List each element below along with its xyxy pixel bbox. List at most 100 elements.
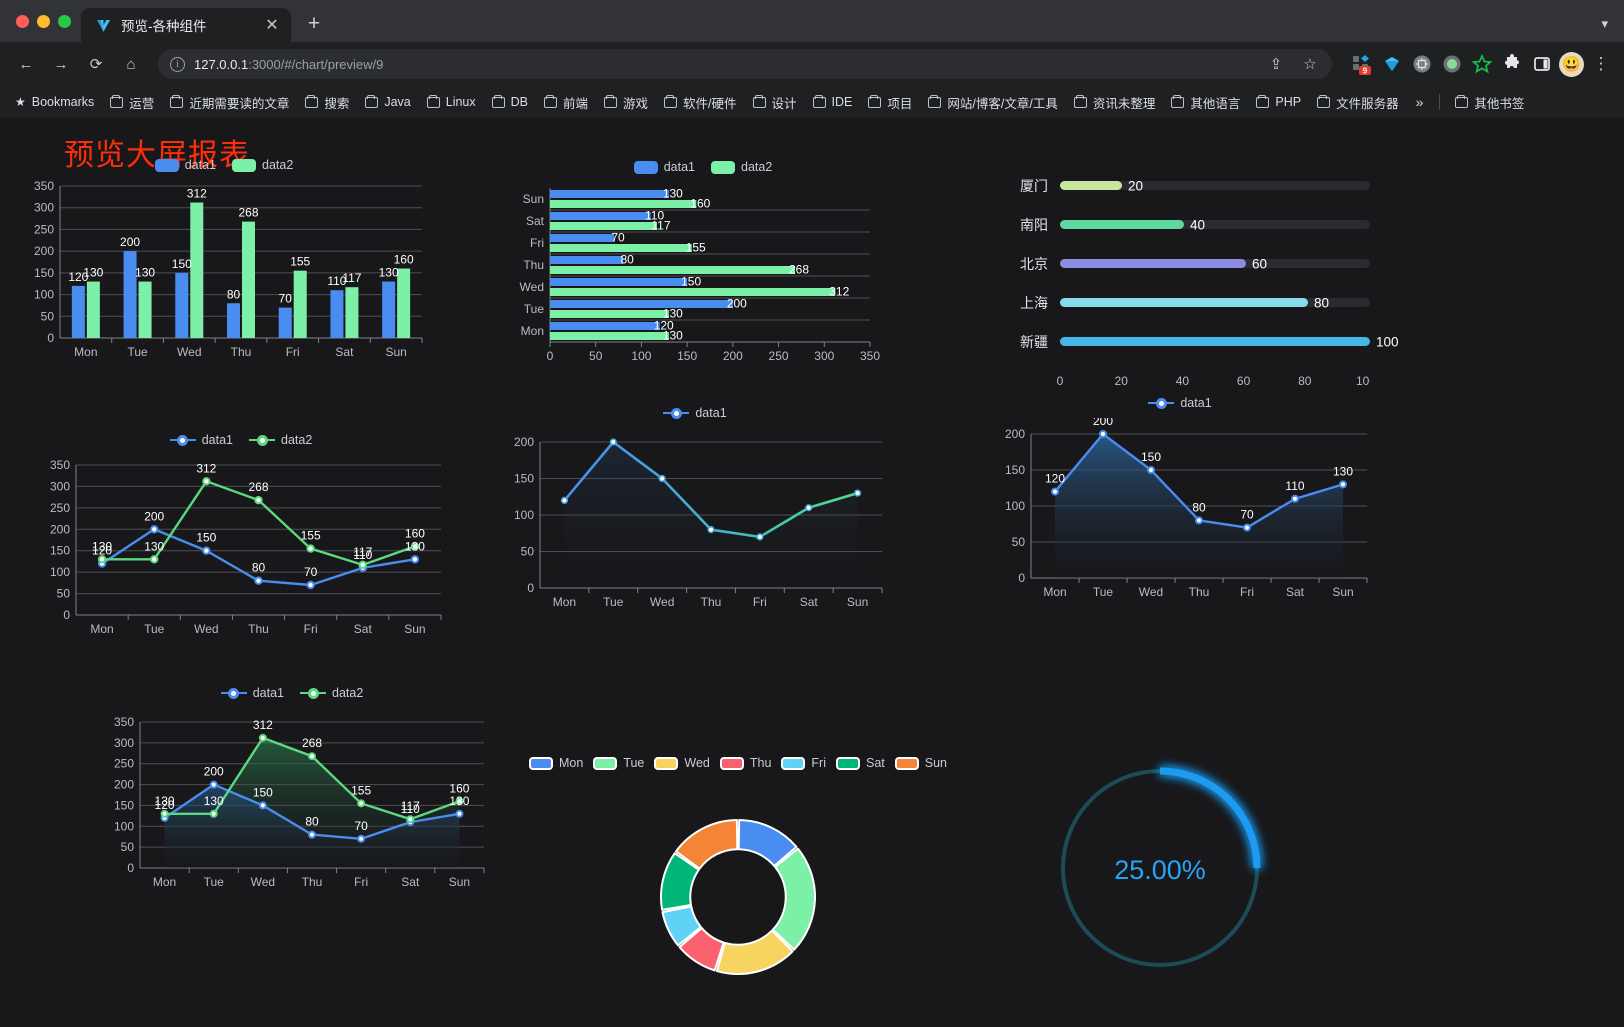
- bookmark-folder-11[interactable]: 项目: [861, 89, 919, 116]
- legend-item-wed[interactable]: Wed: [654, 756, 710, 770]
- share-icon[interactable]: ⇪: [1269, 56, 1283, 73]
- bookmark-folder-15[interactable]: PHP: [1249, 91, 1308, 113]
- browser-tab[interactable]: 预览-各种组件 ✕: [81, 8, 291, 42]
- bookmark-folder-1[interactable]: 近期需要读的文章: [163, 89, 296, 116]
- bookmark-folder-9[interactable]: 设计: [746, 89, 804, 116]
- bookmark-folder-2[interactable]: 搜索: [298, 89, 356, 116]
- pie-slice-fri[interactable]: [661, 905, 702, 947]
- svg-text:40: 40: [1176, 374, 1190, 388]
- gauge-value-label: 25.00%: [1114, 855, 1206, 885]
- line-chart-gradient: data1 0 50 100 150 200 Mon Tue Wed Thu Fri: [500, 406, 890, 623]
- legend-item-data1[interactable]: data1: [663, 406, 727, 420]
- progress-track[interactable]: 40: [1060, 217, 1370, 232]
- legend-item-data2[interactable]: data2: [249, 433, 312, 447]
- legend-item-data1[interactable]: data1: [221, 686, 284, 700]
- horizontal-bar-plot[interactable]: 1201302001301503128026870155110117130160…: [508, 182, 898, 370]
- bookmark-folder-6[interactable]: 前端: [537, 89, 595, 116]
- close-window-button[interactable]: [16, 14, 29, 28]
- svg-text:Sat: Sat: [354, 622, 373, 636]
- legend-item-thu[interactable]: Thu: [719, 756, 771, 770]
- bookmark-folder-13[interactable]: 资讯未整理: [1067, 89, 1163, 116]
- bookmark-label: 前端: [563, 96, 589, 111]
- legend-item-data2[interactable]: data2: [711, 160, 772, 174]
- legend-line-marker: [170, 434, 196, 447]
- bookmark-folder-0[interactable]: 运营: [103, 89, 161, 116]
- progress-track[interactable]: 100: [1060, 334, 1399, 349]
- legend-label: Tue: [623, 756, 645, 770]
- bookmarks-overflow-button[interactable]: »: [1415, 94, 1424, 110]
- gear-circle-icon[interactable]: [1409, 51, 1435, 77]
- progress-track[interactable]: 60: [1060, 256, 1370, 271]
- new-tab-button[interactable]: +: [307, 12, 321, 35]
- minimize-window-button[interactable]: [37, 14, 50, 28]
- bookmark-label: IDE: [831, 95, 853, 109]
- pie-slice-wed[interactable]: [715, 929, 794, 975]
- svg-text:Thu: Thu: [231, 345, 252, 359]
- site-info-icon[interactable]: i: [170, 56, 185, 72]
- legend-item-sat[interactable]: Sat: [836, 756, 885, 770]
- pie-slice-mon[interactable]: [737, 819, 798, 867]
- pie-slice-thu[interactable]: [678, 927, 725, 972]
- bookmark-star-icon[interactable]: ☆: [1303, 56, 1317, 73]
- pie-slice-tue[interactable]: [771, 847, 816, 951]
- donut-plot[interactable]: [548, 782, 928, 1012]
- legend-item-tue[interactable]: Tue: [593, 756, 644, 770]
- bookmark-folder-7[interactable]: 游戏: [597, 89, 655, 116]
- line-plot-gradient[interactable]: 0 50 100 150 200 Mon Tue Wed Thu Fri Sat Sun: [500, 428, 890, 623]
- legend-item-data1[interactable]: data1: [154, 158, 216, 172]
- legend-swatch: [719, 756, 744, 770]
- puzzle-icon[interactable]: [1499, 51, 1525, 77]
- chevron-down-icon[interactable]: ▾: [1601, 16, 1608, 31]
- diamond-icon[interactable]: [1379, 51, 1405, 77]
- legend-item-data1[interactable]: data1: [170, 433, 233, 447]
- progress-track[interactable]: 80: [1060, 295, 1370, 310]
- pie-slice-sun[interactable]: [675, 819, 739, 870]
- reload-button[interactable]: ⟳: [89, 56, 103, 73]
- legend-item-data2[interactable]: data2: [232, 158, 293, 172]
- legend-swatch: [633, 160, 658, 174]
- svg-text:0: 0: [1018, 571, 1025, 585]
- legend-item-mon[interactable]: Mon: [528, 756, 583, 770]
- address-bar[interactable]: i 127.0.0.1:3000/#/chart/preview/9 ⇪ ☆: [158, 49, 1332, 79]
- bookmarks-manager-item[interactable]: ★ Bookmarks: [8, 91, 101, 113]
- close-tab-button[interactable]: ✕: [265, 17, 279, 34]
- browser-menu-button[interactable]: ⋮: [1592, 53, 1610, 73]
- other-bookmarks-folder[interactable]: 其他书签: [1448, 89, 1531, 116]
- bookmark-folder-8[interactable]: 软件/硬件: [657, 89, 743, 116]
- bookmark-folder-4[interactable]: Linux: [420, 91, 483, 113]
- area-plot-single[interactable]: 120 200 150 80 70 110 130 0 50 100 150 200 Mon Tue Wed…: [985, 418, 1375, 614]
- extensions-grid-icon[interactable]: 9: [1349, 51, 1375, 77]
- star-outline-green-icon[interactable]: [1469, 51, 1495, 77]
- back-button[interactable]: ←: [18, 55, 34, 73]
- line-plot-dual[interactable]: 120 200 150 80 70 110 130 130 130 312 268 155 117 160…: [36, 455, 446, 650]
- svg-text:312: 312: [253, 718, 273, 732]
- legend-item-data1[interactable]: data1: [1148, 396, 1212, 410]
- home-button[interactable]: ⌂: [126, 55, 136, 73]
- legend-label: data2: [262, 158, 294, 172]
- url-path: :3000/#/chart/preview/9: [248, 56, 384, 72]
- chart-legend: data1: [500, 406, 890, 420]
- maximize-window-button[interactable]: [58, 14, 71, 28]
- green-circle-icon[interactable]: [1439, 51, 1465, 77]
- bookmark-folder-16[interactable]: 文件服务器: [1310, 89, 1406, 116]
- bookmark-folder-14[interactable]: 其他语言: [1164, 89, 1247, 116]
- legend-item-data1[interactable]: data1: [633, 160, 695, 174]
- area-plot-dual[interactable]: 120 200 150 80 70 110 130 130 130 312 268 155 117 160…: [92, 708, 492, 906]
- gauge-plot[interactable]: 25.00%: [1040, 748, 1280, 988]
- bookmark-folder-12[interactable]: 网站/博客/文章/工具: [921, 89, 1064, 116]
- legend-item-fri[interactable]: Fri: [781, 756, 826, 770]
- forward-button[interactable]: →: [53, 55, 69, 73]
- bookmark-label: Linux: [445, 95, 476, 109]
- bookmark-folder-3[interactable]: Java: [358, 91, 417, 113]
- legend-item-sun[interactable]: Sun: [894, 756, 947, 770]
- pie-slice-sat[interactable]: [660, 852, 700, 911]
- bookmark-folder-5[interactable]: DB: [485, 91, 535, 113]
- progress-track[interactable]: 20: [1060, 178, 1370, 193]
- legend-item-data2[interactable]: data2: [300, 686, 363, 700]
- progress-fill: [1060, 298, 1308, 307]
- avatar[interactable]: 😃: [1559, 51, 1584, 77]
- progress-row: 新疆 100: [1000, 322, 1399, 361]
- sidepanel-icon[interactable]: [1529, 51, 1555, 77]
- bookmark-folder-10[interactable]: IDE: [806, 91, 860, 113]
